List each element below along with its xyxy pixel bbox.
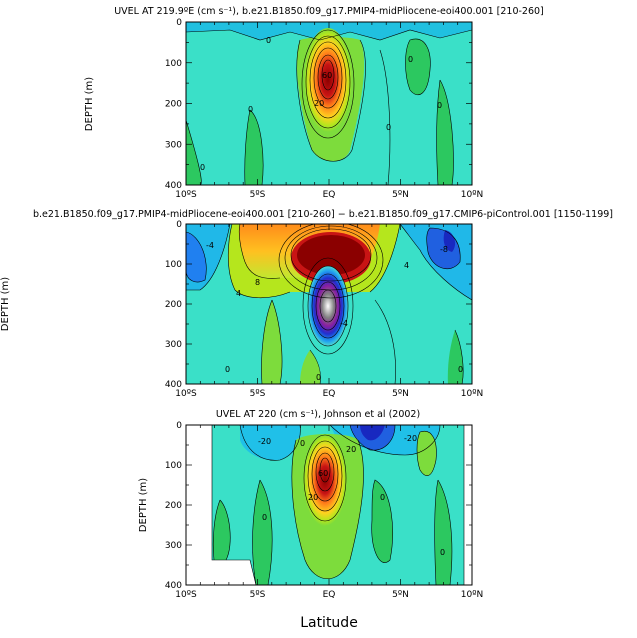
y-tick-label: 300	[165, 340, 182, 350]
panel-2-contour-label: 0	[316, 373, 321, 382]
panel-3-surface-deep	[360, 425, 385, 441]
panel-3-contour-label: 20	[308, 493, 318, 502]
x-tick-label: 5ºN	[392, 190, 409, 200]
panel-1: UVEL AT 219.9ºE (cm s⁻¹), b.e21.B1850.f0…	[84, 6, 544, 200]
panel-1-contours	[186, 29, 472, 185]
panel-2-y-axis-label: DEPTH (m)	[0, 277, 11, 331]
panel-3-contour-label: 0	[380, 493, 385, 502]
panel-3-green-lobe-4	[371, 480, 393, 563]
panel-2-contour-label: 4	[236, 289, 241, 298]
x-tick-label: 10ºS	[175, 389, 197, 399]
panel-3-green-lobe-2	[213, 500, 231, 560]
panel-2-contour-label: -8	[440, 245, 448, 254]
panel-3-y-axis-label: DEPTH (m)	[138, 478, 149, 532]
panel-1-contour-label: 20	[314, 99, 324, 108]
panel-3-contour-label: -20	[404, 434, 417, 443]
panel-2-contour-label: 8	[255, 278, 260, 287]
panel-3-contour-label: 0	[262, 513, 267, 522]
x-tick-label: 5ºS	[250, 389, 266, 399]
x-tick-label: 5ºS	[250, 190, 266, 200]
panel-2-title: b.e21.B1850.f09_g17.PMIP4-midPliocene-eo…	[33, 209, 613, 220]
panel-2-green-lobe-1	[261, 300, 283, 384]
panel-3: UVEL AT 220 (cm s⁻¹), Johnson et al (200…	[138, 409, 483, 631]
panel-1-green-band-2	[244, 110, 264, 185]
panel-3-green-lobe-3	[252, 480, 273, 585]
panel-3-surface-westward-1	[240, 425, 301, 461]
panel-2-contour-label: 4	[404, 261, 409, 270]
panel-1-contour-label: 60	[322, 71, 332, 80]
panel-2-contour-label: 0	[458, 365, 463, 374]
x-tick-label: 10ºN	[461, 389, 483, 399]
panel-1-y-axis-label: DEPTH (m)	[84, 77, 95, 131]
y-tick-label: 400	[165, 181, 182, 191]
y-tick-label: 200	[165, 501, 182, 511]
y-tick-label: 0	[176, 421, 182, 431]
panel-2: b.e21.B1850.f09_g17.PMIP4-midPliocene-eo…	[0, 209, 613, 399]
x-tick-label: EQ	[323, 389, 336, 399]
panel-1-contour-label: 0	[386, 123, 391, 132]
x-tick-label: 5ºN	[392, 389, 409, 399]
panel-3-green-lobe-5	[434, 480, 452, 585]
panel-3-undercurrent-core	[303, 434, 347, 526]
y-tick-label: 400	[165, 380, 182, 390]
panel-2-green-lobe-3	[447, 330, 464, 384]
panel-1-green-band-1	[186, 120, 202, 185]
panel-2-subsurface-anomaly	[308, 266, 348, 346]
panel-2-contour-label: 0	[225, 365, 230, 374]
x-tick-label: 5ºS	[250, 590, 266, 600]
y-tick-label: 300	[165, 541, 182, 551]
panel-1-contour-label: 0	[200, 163, 205, 172]
panel-1-undercurrent-core	[304, 28, 352, 132]
panel-1-contour-label: 0	[437, 101, 442, 110]
x-tick-label: 5ºN	[392, 590, 409, 600]
x-tick-label: EQ	[323, 590, 336, 600]
panel-1-green-band-4	[436, 80, 454, 185]
x-tick-label: 10ºN	[461, 590, 483, 600]
y-tick-label: 100	[165, 260, 182, 270]
panel-2-contours	[186, 224, 472, 384]
panel-3-contour-label: 0	[300, 439, 305, 448]
panel-3-contours	[211, 425, 465, 585]
y-tick-label: 0	[176, 220, 182, 230]
panel-2-contour-label: -4	[340, 319, 348, 328]
x-tick-label: 10ºS	[175, 190, 197, 200]
panel-1-contour-label: 0	[248, 105, 253, 114]
y-tick-label: 200	[165, 300, 182, 310]
y-tick-label: 300	[165, 140, 182, 150]
panel-2-contour-label: -4	[206, 241, 214, 250]
panel-3-contour-label: 0	[440, 548, 445, 557]
panel-3-title: UVEL AT 220 (cm s⁻¹), Johnson et al (200…	[216, 409, 420, 420]
panel-1-contour-label: 0	[266, 36, 271, 45]
x-tick-label: 10ºS	[175, 590, 197, 600]
panel-3-contour-label: -20	[258, 437, 271, 446]
panel-3-contour-label: 20	[346, 445, 356, 454]
panel-1-green-band-3	[405, 39, 431, 95]
y-tick-label: 100	[165, 461, 182, 471]
x-tick-label: 10ºN	[461, 190, 483, 200]
x-axis-label: Latitude	[300, 615, 358, 631]
panel-3-green-lobe-1	[417, 431, 437, 476]
panel-2-surface-anomaly-core	[297, 235, 365, 275]
y-tick-label: 100	[165, 59, 182, 69]
x-tick-label: EQ	[323, 190, 336, 200]
panel-3-contour-label: 60	[318, 469, 328, 478]
y-tick-label: 0	[176, 18, 182, 28]
panel-3-missing-bottom	[212, 560, 256, 585]
panel-1-title: UVEL AT 219.9ºE (cm s⁻¹), b.e21.B1850.f0…	[114, 6, 544, 17]
y-tick-label: 200	[165, 100, 182, 110]
panel-2-southwest-core	[186, 232, 207, 282]
y-tick-label: 400	[165, 581, 182, 591]
panel-1-contour-label: 0	[408, 55, 413, 64]
